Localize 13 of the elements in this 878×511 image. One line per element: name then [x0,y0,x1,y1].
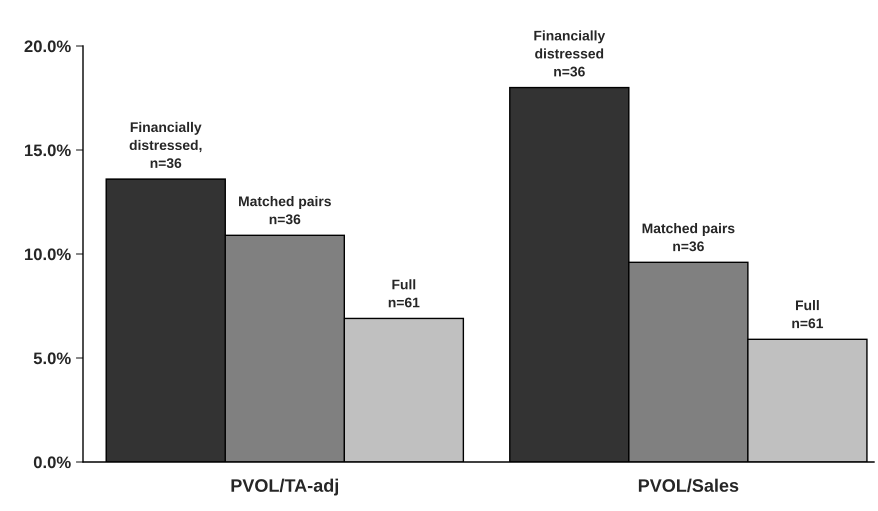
x-tick-label: PVOL/Sales [638,478,738,492]
x-tick-label: PVOL/TA-adj [231,478,338,496]
y-tick-label: 10.0% [24,248,71,260]
annotation: Full n=61 [792,300,824,328]
y-tick-label: 15.0% [24,144,71,156]
annotation: Matched pairs n=36 [642,223,734,252]
y-tick-label: 0.0% [34,456,71,468]
annotation: Full n=61 [388,279,420,308]
y-tick-label: 20.0% [24,40,71,52]
annotation: Financially distressed n=36 [534,30,606,77]
annotation: Financially distressed, n=36 [130,122,202,168]
annotation: Matched pairs n=36 [239,196,331,224]
y-tick-label: 5.0% [34,352,71,364]
